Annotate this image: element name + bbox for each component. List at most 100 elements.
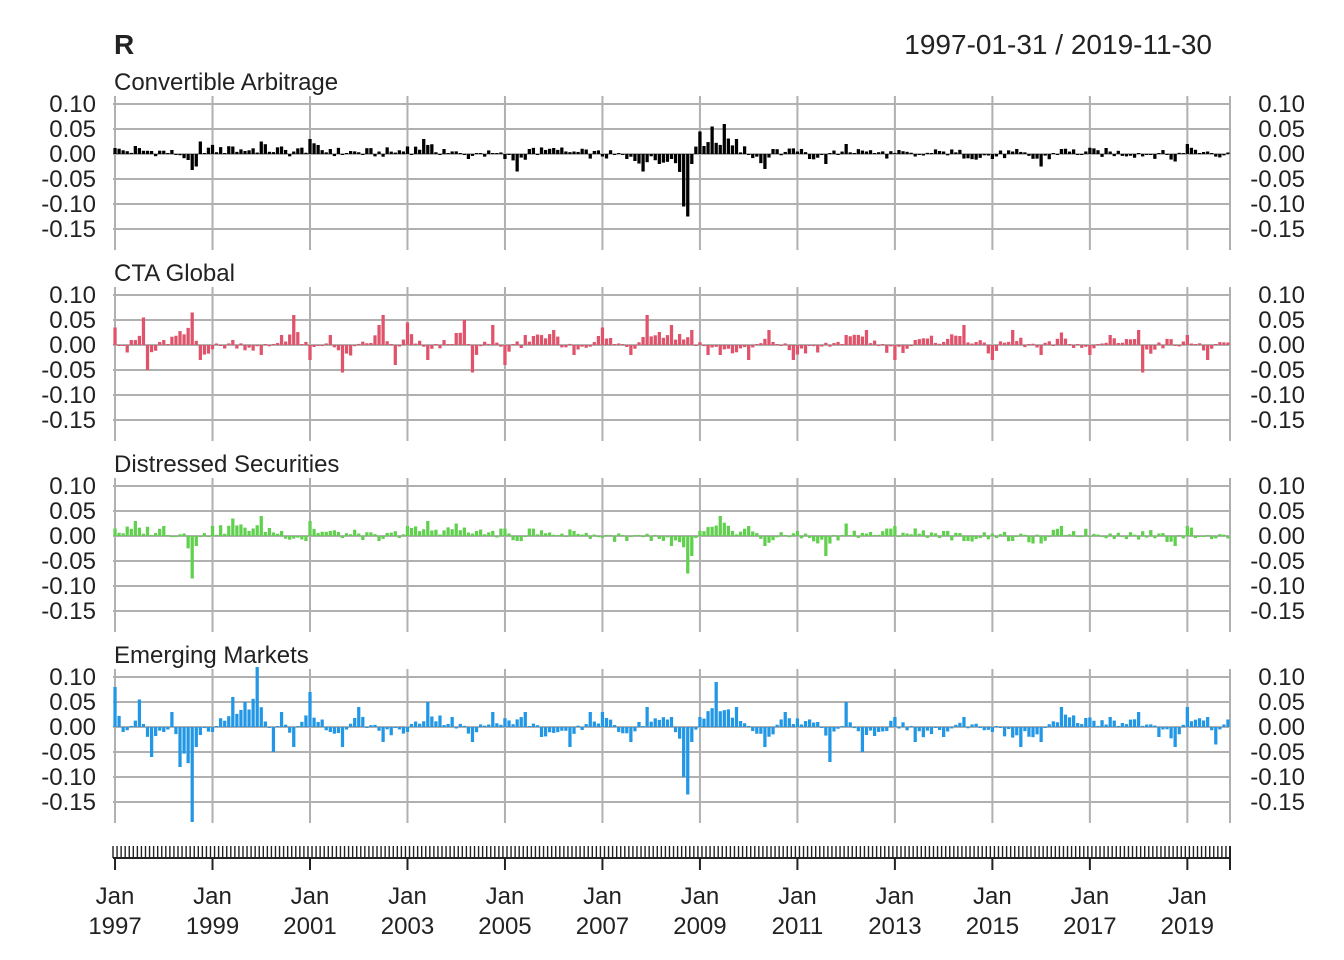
bar — [308, 345, 312, 360]
bar — [783, 151, 787, 154]
bar — [877, 727, 881, 732]
bar — [1108, 717, 1112, 727]
bar — [738, 345, 743, 349]
bar — [893, 526, 897, 536]
bar — [1067, 151, 1072, 154]
bar — [828, 345, 832, 347]
x-tick-year: 2003 — [381, 913, 434, 940]
bar — [795, 531, 800, 536]
bar — [1124, 154, 1129, 157]
bar — [698, 342, 702, 345]
bar — [141, 317, 146, 345]
bar — [1076, 536, 1080, 537]
bar — [633, 345, 637, 349]
bar — [219, 147, 223, 154]
bar — [235, 713, 239, 727]
bar — [543, 149, 548, 154]
bar — [186, 327, 190, 345]
bar — [251, 528, 255, 536]
bar — [393, 531, 397, 536]
bar — [324, 343, 328, 345]
bar — [779, 532, 783, 536]
bar — [1015, 727, 1019, 736]
bar — [742, 723, 747, 727]
y-tick-label-left: -0.10 — [41, 764, 96, 791]
bar — [1128, 532, 1133, 536]
bar — [771, 149, 775, 154]
bar — [690, 154, 694, 164]
bar — [535, 334, 540, 345]
bar — [1002, 342, 1007, 345]
bar — [324, 152, 328, 154]
bar — [519, 536, 523, 542]
y-tick-label-left: -0.15 — [41, 216, 96, 243]
bar — [734, 139, 739, 154]
bar — [239, 149, 243, 154]
bar — [633, 535, 637, 536]
bar — [1067, 717, 1072, 727]
bar — [202, 345, 207, 355]
bar — [812, 722, 816, 727]
bar — [775, 149, 779, 154]
bar — [434, 721, 438, 727]
bar — [373, 154, 377, 157]
bar — [377, 536, 381, 541]
bar — [1011, 330, 1015, 345]
x-tick-month: Jan — [583, 883, 622, 910]
bar — [998, 341, 1003, 345]
bar — [255, 667, 259, 727]
bar — [1019, 533, 1023, 536]
bar — [755, 533, 759, 536]
bar — [690, 536, 694, 556]
panel-title: CTA Global — [114, 260, 235, 287]
bar — [921, 338, 925, 345]
bar — [1169, 154, 1173, 160]
bar — [617, 533, 621, 536]
bar — [645, 154, 649, 163]
bar — [324, 531, 328, 536]
y-tick-label-right: -0.05 — [1250, 739, 1305, 766]
bar — [365, 727, 369, 728]
bar — [925, 338, 930, 345]
bar — [1210, 536, 1214, 540]
bar — [1193, 719, 1198, 727]
bar — [901, 345, 905, 353]
bar — [909, 152, 913, 154]
bar — [1116, 726, 1120, 727]
bar — [673, 154, 678, 164]
bar — [543, 338, 548, 345]
bar — [718, 711, 722, 727]
bar — [1039, 154, 1043, 167]
bar — [219, 345, 223, 346]
bar — [1214, 536, 1218, 539]
bar — [621, 727, 625, 734]
y-tick-label-right: -0.10 — [1250, 382, 1305, 409]
y-tick-label-left: 0.10 — [49, 473, 96, 500]
bar — [913, 727, 917, 742]
bar — [669, 717, 674, 727]
bar — [637, 721, 641, 727]
bar — [531, 528, 536, 536]
bar — [1218, 154, 1222, 158]
bar — [970, 343, 974, 345]
bar — [397, 345, 401, 347]
bar — [832, 150, 836, 154]
bar — [682, 339, 686, 345]
bar — [418, 723, 422, 727]
bar — [531, 335, 536, 345]
bar — [1218, 727, 1222, 730]
bar — [251, 148, 255, 154]
bar — [296, 536, 300, 538]
x-tick-month: Jan — [1168, 883, 1207, 910]
bar — [1222, 534, 1226, 536]
bar — [917, 533, 921, 536]
bar — [1226, 342, 1230, 345]
bar — [1116, 343, 1120, 345]
bar — [1043, 342, 1047, 345]
bar — [909, 726, 913, 727]
bar — [1136, 153, 1141, 154]
bar — [426, 521, 430, 536]
bar — [178, 727, 182, 767]
bar — [1165, 338, 1169, 345]
